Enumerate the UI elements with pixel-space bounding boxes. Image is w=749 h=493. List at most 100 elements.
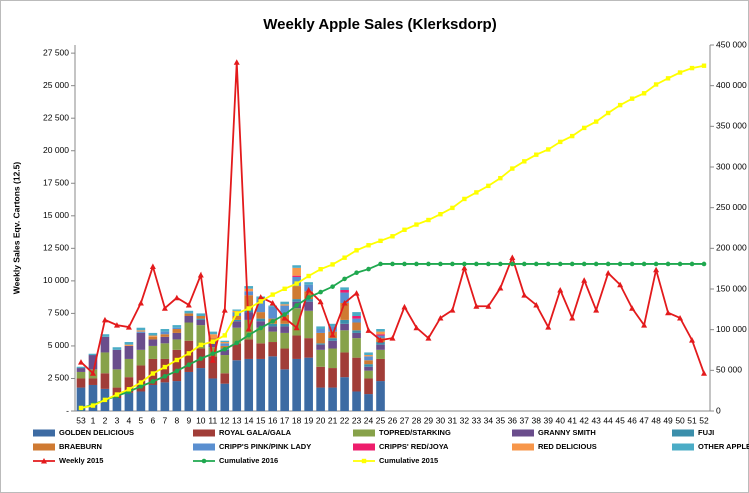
line-marker	[570, 133, 575, 139]
y2-tick-label: 350 000	[716, 121, 747, 131]
y-tick-label: 7 500	[48, 308, 70, 318]
bar-segment	[268, 323, 278, 327]
bar-segment	[136, 327, 146, 331]
y2-tick-label: 450 000	[716, 39, 747, 49]
bar-segment	[328, 348, 337, 369]
bar-segment	[100, 373, 110, 389]
bar-segment	[136, 331, 146, 333]
x-tick-label: 48	[651, 415, 661, 425]
bar-segment	[76, 387, 86, 411]
x-tick-label: 45	[615, 415, 625, 425]
line-marker	[486, 261, 491, 267]
x-tick-label: 41	[567, 415, 577, 425]
x-tick-label: 53	[76, 415, 86, 425]
line-marker	[114, 392, 120, 397]
bar-segment	[172, 339, 182, 350]
bar-segment	[184, 340, 194, 372]
y-tick-label: 2 500	[48, 373, 70, 383]
legend-marker	[361, 458, 367, 464]
bar-segment	[172, 327, 182, 330]
bar-segment	[292, 335, 301, 359]
line-marker	[138, 384, 144, 389]
x-tick-label: 34	[484, 415, 494, 425]
bar-segment	[160, 336, 170, 344]
line-marker	[521, 292, 528, 298]
bar-segment	[364, 352, 373, 356]
bar-segment	[136, 330, 146, 332]
bar-segment	[160, 334, 170, 337]
bar-segment	[316, 343, 325, 345]
bar-segment	[292, 358, 301, 411]
bar-segment	[328, 387, 337, 411]
y-tick-label: 10 000	[43, 275, 69, 285]
x-tick-label: 14	[244, 415, 254, 425]
line-marker	[113, 322, 120, 328]
line-marker	[102, 397, 108, 403]
y-tick-label: 15 000	[43, 210, 69, 220]
x-tick-label: 18	[292, 415, 302, 425]
line-marker	[149, 263, 156, 270]
y2-tick-label: 0	[716, 405, 721, 415]
bar-segment	[232, 319, 242, 322]
x-tick-label: 33	[472, 415, 482, 425]
legend-label: CRIPP'S PINK/PINK LADY	[219, 442, 311, 451]
line-marker	[485, 303, 492, 309]
legend-label: Weekly 2015	[59, 456, 103, 465]
line-marker	[533, 261, 539, 267]
line-marker	[318, 266, 323, 272]
bar-segment	[220, 383, 230, 411]
line-marker	[641, 91, 647, 96]
line-marker	[354, 248, 359, 253]
legend-swatch	[353, 429, 375, 437]
bar-segment	[316, 344, 325, 350]
x-tick-label: 13	[232, 415, 242, 425]
x-tick-label: 4	[127, 415, 132, 425]
line-marker	[329, 331, 336, 338]
line-marker	[402, 261, 407, 267]
line-marker	[629, 305, 636, 311]
line-marker	[210, 339, 215, 344]
line-marker	[449, 307, 456, 313]
bar-segment	[232, 316, 242, 320]
line-marker	[269, 299, 276, 306]
bar-segment	[148, 339, 158, 346]
bar-segment	[268, 326, 278, 332]
line-marker	[437, 314, 444, 321]
line-marker	[593, 119, 599, 124]
line-marker	[330, 284, 335, 289]
line-marker	[665, 261, 671, 267]
bar-segment	[244, 339, 254, 359]
line-marker	[617, 261, 623, 267]
legend-label: FUJI	[698, 428, 714, 437]
bar-segment	[196, 319, 206, 326]
x-tick-label: 15	[256, 415, 266, 425]
line-marker	[438, 261, 443, 267]
bar-segment	[256, 343, 266, 359]
x-tick-label: 36	[508, 415, 518, 425]
y2-tick-label: 400 000	[716, 80, 747, 90]
legend-swatch	[33, 429, 55, 437]
bar-segment	[268, 342, 278, 357]
x-tick-label: 16	[268, 415, 278, 425]
x-tick-label: 40	[556, 415, 566, 425]
line-marker	[450, 261, 455, 267]
bar-segment	[232, 309, 242, 311]
line-marker	[101, 316, 108, 323]
bar-segment	[316, 387, 325, 411]
chart-title: Weekly Apple Sales (Klerksdorp)	[263, 16, 496, 33]
line-marker	[258, 299, 263, 304]
line-marker	[462, 196, 467, 202]
bar-segment	[208, 334, 218, 339]
legend-label: GRANNY SMITH	[538, 428, 596, 437]
line-marker	[569, 314, 576, 321]
line-marker	[185, 301, 192, 308]
legend-label: Cumulative 2015	[379, 456, 438, 465]
x-tick-label: 19	[304, 415, 314, 425]
bar-segment	[316, 329, 325, 333]
line-marker	[533, 301, 540, 308]
bar-segment	[232, 321, 242, 328]
line-marker	[653, 82, 659, 87]
bar-segment	[340, 377, 349, 411]
bar-segment	[244, 288, 254, 292]
bar-segment	[304, 299, 313, 302]
